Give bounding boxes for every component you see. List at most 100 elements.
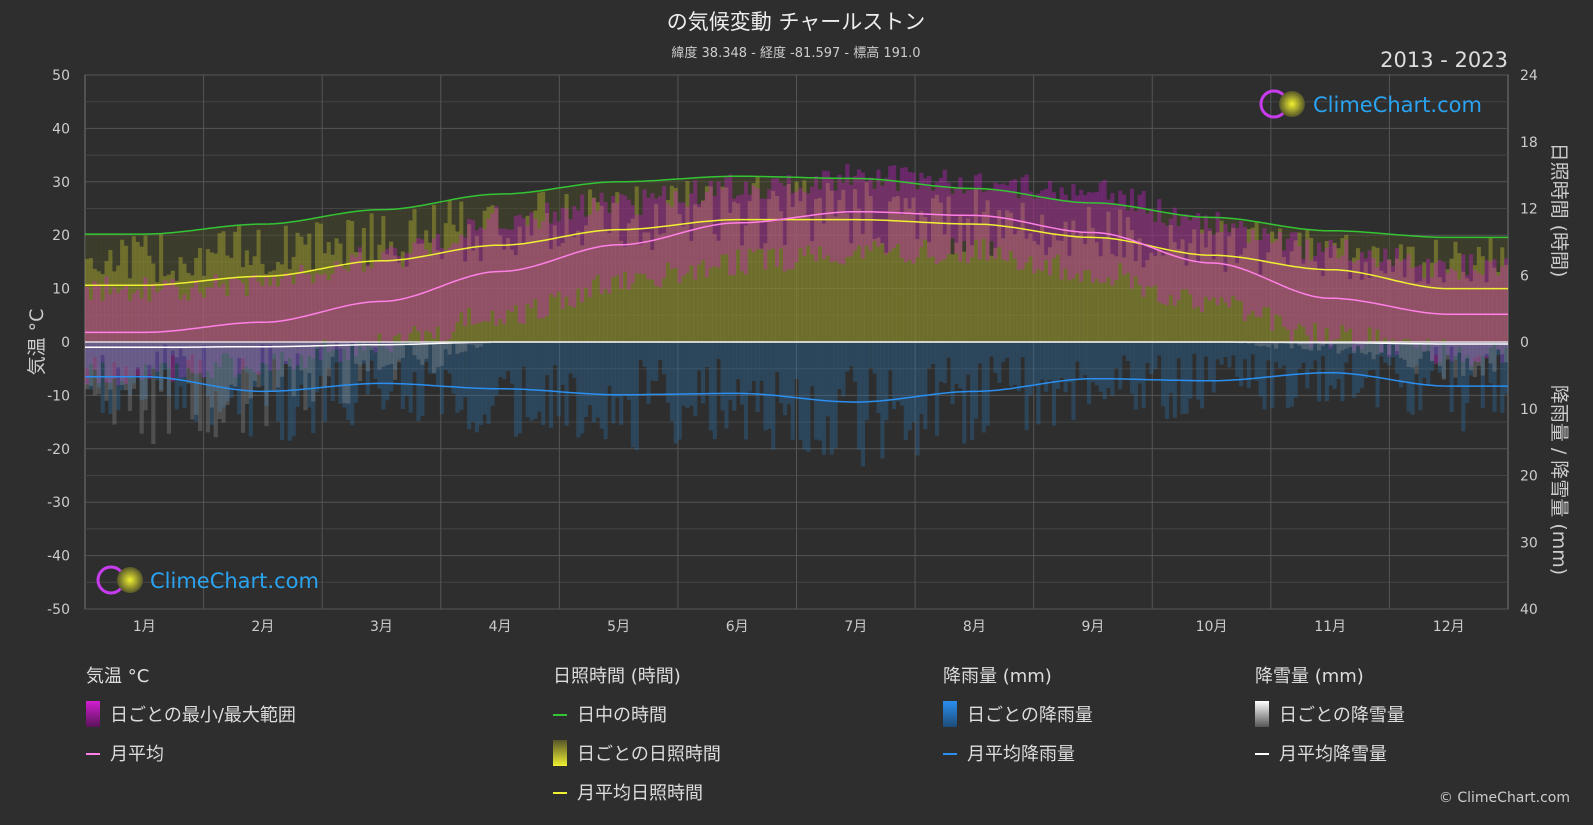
rain-bar — [1207, 342, 1213, 382]
snow-bar — [1352, 342, 1357, 354]
snow-bar — [392, 342, 398, 380]
sunshine-bar — [802, 180, 807, 342]
rain-bar — [396, 342, 402, 360]
temp-range-bar — [143, 277, 148, 365]
sunshine-bar — [677, 214, 682, 342]
daylight-bar — [299, 220, 304, 342]
temp-range-bar — [704, 191, 710, 278]
temp-range-bar — [1469, 254, 1474, 366]
sunshine-bar — [1504, 264, 1508, 342]
daylight-bar — [315, 218, 320, 342]
temp-range-bar — [1391, 265, 1396, 340]
daylight-bar — [1219, 217, 1224, 342]
daylight-bar — [361, 210, 367, 342]
sunshine-bar — [767, 199, 772, 342]
daylight-bar — [697, 177, 702, 342]
rain-bar — [603, 342, 608, 440]
daylight-bar — [1005, 190, 1010, 342]
sunshine-bar — [1472, 265, 1478, 342]
temp-range-bar — [1441, 262, 1446, 340]
sunshine-bar — [1328, 257, 1333, 342]
rain-bar — [1079, 342, 1084, 379]
temp-range-bar — [541, 221, 546, 319]
snow-bar — [1394, 342, 1400, 352]
daylight-bar — [1472, 237, 1478, 342]
temp-range-bar — [221, 283, 226, 354]
rain-bar — [1406, 342, 1411, 412]
sunshine-bar — [810, 241, 815, 342]
sunshine-bar — [1059, 240, 1064, 342]
temp-range-bar — [654, 198, 659, 286]
rain-bar — [92, 342, 97, 358]
rain-bar — [1227, 342, 1232, 368]
daylight-bar — [642, 181, 647, 342]
daylight-bar — [946, 187, 951, 342]
rain-bar — [96, 342, 101, 388]
sunshine-bar — [587, 189, 593, 342]
sunshine-bar — [1032, 241, 1037, 342]
daylight-bar — [798, 177, 803, 342]
snow-bar — [131, 342, 136, 389]
temp-range-bar — [739, 194, 745, 272]
rain-bar — [599, 342, 604, 429]
sunshine-bar — [584, 225, 589, 342]
rain-bar — [162, 342, 168, 370]
daylight-bar — [1281, 225, 1287, 342]
rain-bar — [1371, 342, 1376, 370]
rain-bar — [1242, 342, 1248, 360]
daylight-bar — [463, 197, 468, 342]
daylight-bar — [1250, 220, 1255, 342]
sunshine-bar — [1211, 259, 1216, 342]
sunshine-bar — [1301, 263, 1306, 342]
temp-range-bar — [1387, 260, 1392, 358]
rain-bar — [1281, 342, 1287, 366]
sunshine-bar — [478, 261, 483, 342]
rain-bar — [899, 342, 905, 406]
rain-bar — [120, 342, 125, 391]
rain-bar — [981, 342, 986, 433]
daylight-bar — [1129, 206, 1135, 342]
daylight-bar — [420, 205, 425, 342]
sunshine-bar — [470, 250, 476, 342]
rain-bar — [856, 342, 862, 450]
sunshine-bar — [786, 184, 791, 342]
daylight-bar — [1012, 192, 1018, 342]
sunshine-bar — [112, 271, 117, 342]
sunshine-bar — [1445, 269, 1450, 342]
logo-bottom-text: ClimeChart.com — [150, 569, 319, 593]
sunshine-bar — [1083, 243, 1088, 342]
daylight-bar — [817, 177, 823, 342]
snow-bar — [1461, 342, 1466, 376]
daylight-bar — [1106, 203, 1111, 342]
sunshine-bar — [794, 181, 799, 342]
rain-bar — [1496, 342, 1501, 356]
daylight-bar — [814, 177, 819, 342]
daylight-bar — [533, 191, 538, 342]
sunshine-bar — [1246, 229, 1251, 342]
snow-bar — [209, 342, 214, 408]
temp-range-bar — [1040, 190, 1045, 271]
snow-bar — [1274, 342, 1279, 349]
snow-bar — [151, 342, 156, 445]
snow-bar — [96, 342, 101, 395]
daylight-bar — [775, 176, 780, 342]
temp-range-bar — [1086, 192, 1092, 271]
daylight-bar — [1067, 201, 1072, 342]
rain-bar — [233, 342, 238, 388]
temp-range-bar — [404, 252, 409, 341]
rain-bar — [1437, 342, 1443, 373]
sunshine-bar — [1433, 239, 1439, 342]
daylight-bar — [1344, 231, 1349, 342]
sunshine-bar — [1079, 232, 1084, 342]
sunshine-bar — [326, 242, 331, 342]
daylight-bar — [1235, 218, 1240, 342]
legend-snow-title: 降雪量 (mm) — [1255, 666, 1364, 687]
rain-bar — [1433, 342, 1439, 356]
daylight-bar — [548, 189, 554, 342]
daylight-bar — [755, 176, 760, 342]
rain-bar — [225, 342, 230, 402]
rain-bar — [166, 342, 172, 396]
rain-bar — [829, 342, 834, 455]
rain-bar — [88, 342, 94, 390]
month-tick-label: 6月 — [726, 619, 749, 635]
